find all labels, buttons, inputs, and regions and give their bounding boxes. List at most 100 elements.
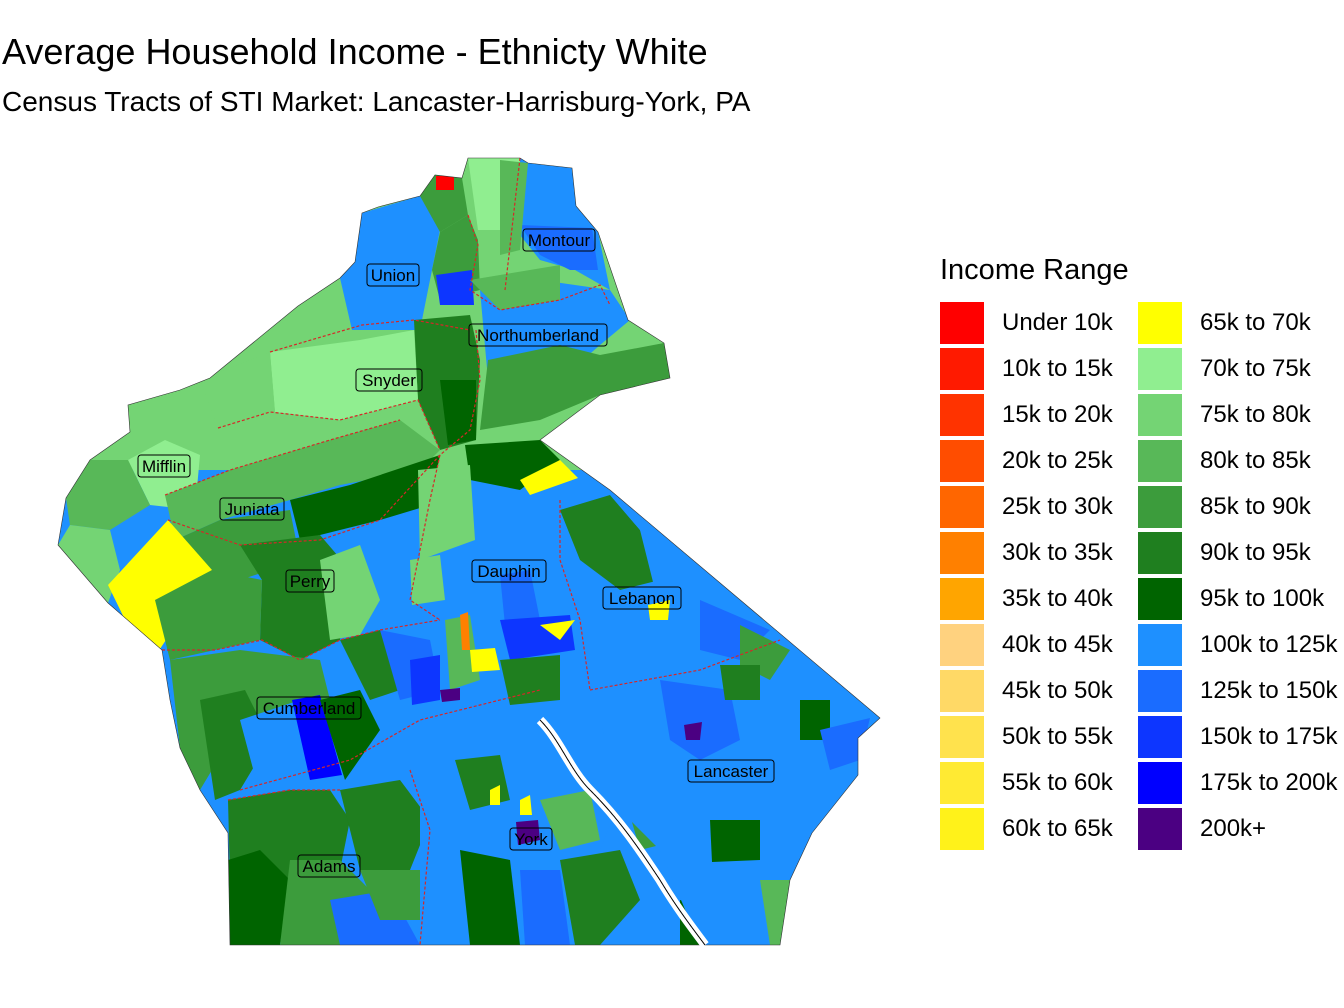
legend-label: 40k to 45k [1002,631,1113,658]
county-label-lancaster: Lancaster [687,759,775,783]
border-nland-south [439,329,481,456]
tract-york-125 [520,870,570,945]
legend-item: 150k to 175k [1138,714,1337,760]
county-name-lebanon: Lebanon [609,589,675,608]
legend-swatch [1138,578,1182,620]
tract-hbg-dark [500,655,560,705]
region-outline [57,157,881,946]
legend-label: 70k to 75k [1200,355,1311,382]
legend-label: 85k to 90k [1200,493,1311,520]
legend-swatch [1138,440,1182,482]
legend-swatch [1138,716,1182,758]
tract-juniata-dark [290,455,440,540]
tract-cumb-175 [292,695,342,780]
legend-swatch [1138,486,1182,528]
legend-label: 55k to 60k [1002,769,1113,796]
tract-york-yellow1 [490,785,500,805]
county-name-york: York [514,830,548,849]
county-label-lebanon: Lebanon [602,586,682,610]
county-label-union: Union [366,263,420,287]
legend-item: 20k to 25k [940,438,1113,484]
tract-yellow-ne [520,460,578,495]
legend-item: 80k to 85k [1138,438,1337,484]
border-montour [504,157,521,291]
legend-item: 85k to 90k [1138,484,1337,530]
legend-item: 65k to 70k [1138,300,1337,346]
legend-label: 30k to 35k [1002,539,1113,566]
county-name-mifflin: Mifflin [142,457,186,476]
legend-swatch [940,670,984,712]
county-name-juniata: Juniata [225,500,280,519]
legend-swatch [940,440,984,482]
legend-label: 125k to 150k [1200,677,1338,704]
county-name-cumberland: Cumberland [263,699,356,718]
tract-dauphin-north-light [418,465,475,560]
tract-dauphin-darkblue [500,570,540,625]
border-union-snyder [269,319,471,353]
tract-montour [520,225,598,270]
border-dauphin-lebanon [559,500,591,691]
legend-swatch [940,394,984,436]
legend-swatch [1138,808,1182,850]
tract-lanc-dark3 [710,820,760,862]
county-labels: Montour Union Northumberland Snyder Miff… [137,228,775,878]
border-mifflin-juniata [164,419,401,496]
legend-swatch [940,532,984,574]
tract-nland-green [480,343,670,430]
tract-hbg-blue [410,655,440,705]
county-name-montour: Montour [528,231,591,250]
legend-label: 95k to 100k [1200,585,1325,612]
legend-label: 20k to 25k [1002,447,1113,474]
tract-perry-light [320,545,380,640]
legend-item: 200k+ [1138,806,1337,852]
legend-item: 35k to 40k [940,576,1113,622]
legend-item: 90k to 95k [1138,530,1337,576]
legend-item: 95k to 100k [1138,576,1337,622]
legend-item: 60k to 65k [940,806,1113,852]
tract-lebanon-yellow [648,600,670,620]
tract-adams-green2 [360,870,420,920]
tract-snyder-mid [200,352,275,428]
map-title: Average Household Income - Ethnicty Whit… [2,31,708,72]
tract-york-dark2 [460,850,520,945]
county-name-union: Union [371,266,415,285]
legend-swatch [940,486,984,528]
legend-swatch [1138,624,1182,666]
legend-item: 175k to 200k [1138,760,1337,806]
tract-dauphin-yellowbits [540,620,575,640]
legend-column-left: Under 10k 10k to 15k 15k to 20k 20k to 25k 2… [940,300,1113,852]
tract-lanc-125 [660,680,740,760]
tract-lanc-125b [820,718,870,770]
tract-mifflin-green [66,460,150,530]
legend-label: 35k to 40k [1002,585,1113,612]
legend-swatch [940,624,984,666]
county-label-york: York [509,827,553,851]
legend-item: 75k to 80k [1138,392,1337,438]
county-name-lancaster: Lancaster [694,762,769,781]
tract-lanc-blue [600,680,880,945]
legend-label: 175k to 200k [1200,769,1338,796]
county-label-montour: Montour [522,228,596,252]
tract-lebanon-blue [610,495,700,610]
legend-swatch [940,302,984,344]
county-label-perry: Perry [285,569,335,593]
legend-label: 50k to 55k [1002,723,1113,750]
border-dauphin-west [409,454,441,621]
border-lebanon-lanc [589,639,781,691]
tract-lebanon-green [560,495,660,590]
legend-swatch [1138,532,1182,574]
border-adams-york [409,769,431,946]
tract-nland-green2 [470,265,560,310]
tract-adams-dark [228,850,290,945]
legend-item: 45k to 50k [940,668,1113,714]
tract-union-north [420,175,468,232]
border-perry-cumb [162,619,441,661]
tract-snyder-light [270,330,418,420]
legend-swatch [1138,762,1182,804]
tract-lanc-200 [684,722,702,740]
tract-perry-mid [155,570,262,660]
tract-fill-layer [58,158,880,945]
tract-hbg-orange [460,612,470,650]
tract-hbg-mix1 [445,615,480,690]
tract-nland-col [440,380,476,445]
